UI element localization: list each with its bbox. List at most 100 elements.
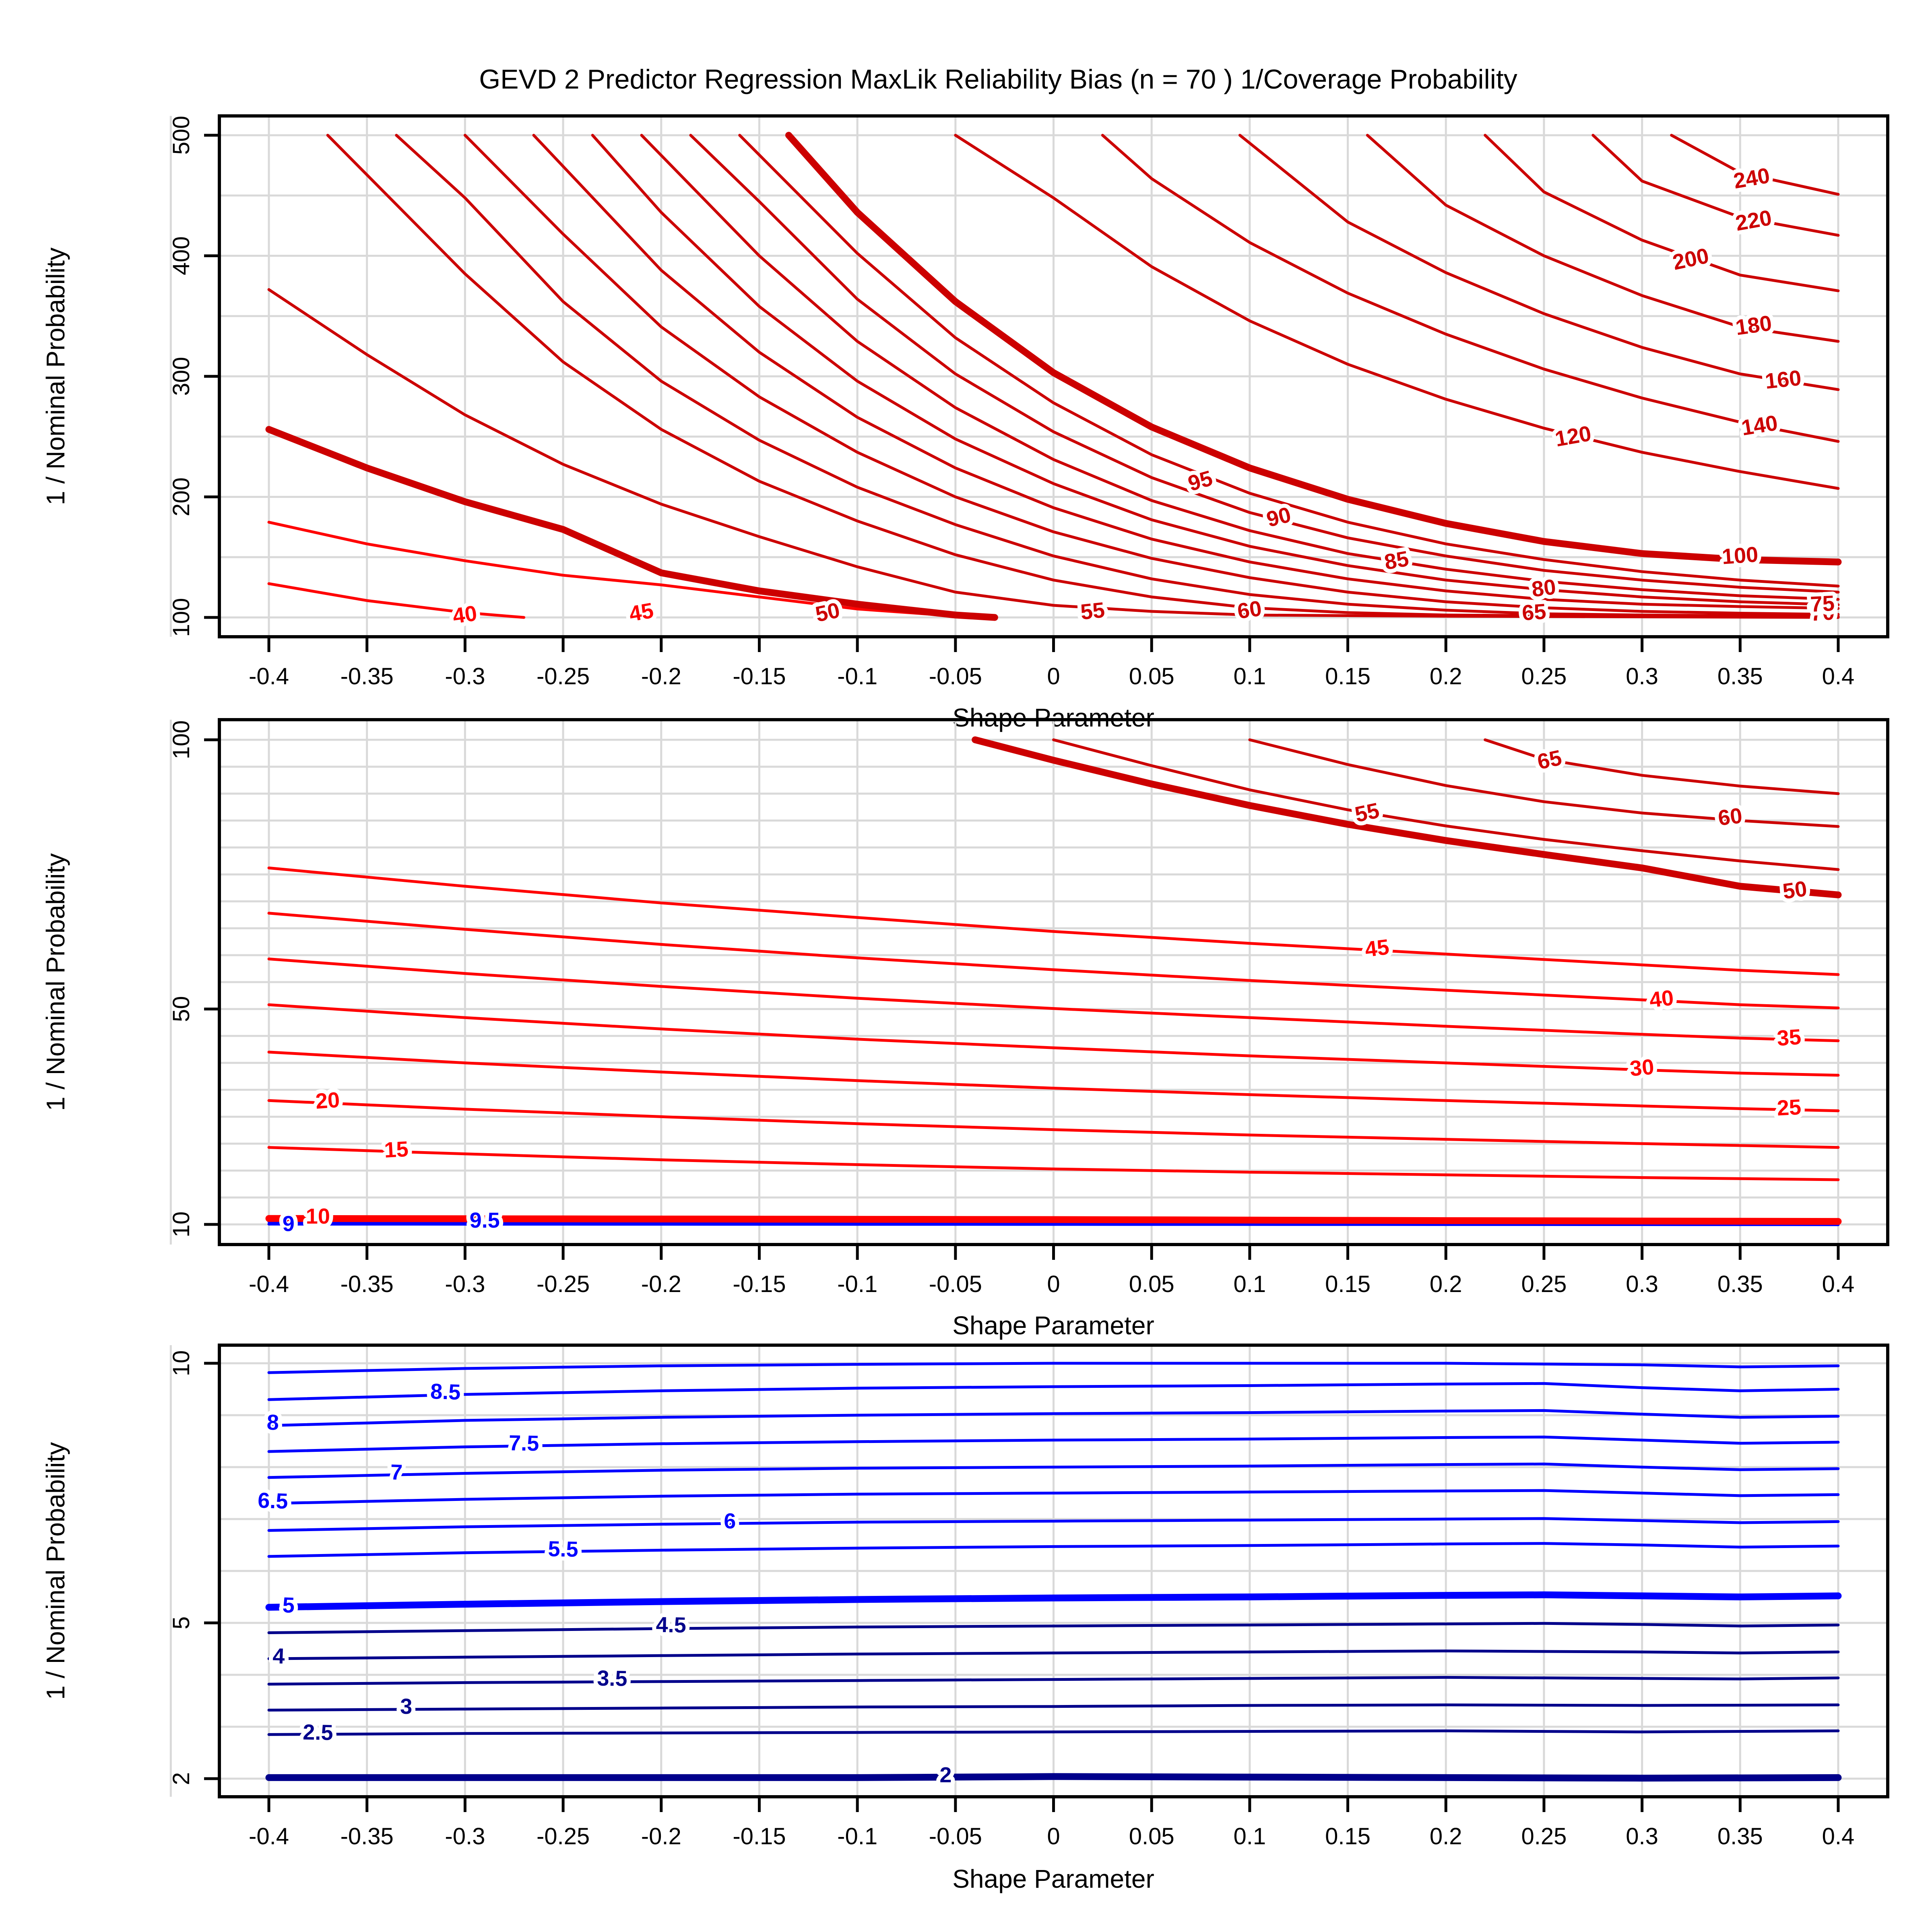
contour-label-25: 25 (1776, 1095, 1802, 1120)
contour-label-30: 30 (1629, 1055, 1655, 1081)
x-tick-label: 0.1 (1234, 1823, 1266, 1849)
y-tick-label: 10 (168, 1212, 194, 1238)
contour-label-4.5: 4.5 (656, 1613, 686, 1637)
y-tick-label: 300 (168, 357, 194, 396)
x-tick-label: 0.35 (1717, 663, 1763, 689)
y-axis: 10 50 100 (168, 720, 219, 1238)
contour-line-95 (738, 134, 1840, 588)
contour-label-40: 40 (1648, 986, 1675, 1012)
contour-label-6: 6 (724, 1509, 736, 1534)
contour-line-9 (267, 1362, 1840, 1374)
x-tick-label: 0.1 (1234, 1271, 1266, 1297)
contour-label-45: 45 (1364, 935, 1391, 962)
x-tick-label: 0.2 (1430, 1271, 1462, 1297)
x-tick-label: 0.05 (1129, 663, 1174, 689)
contour-label-8: 8 (266, 1410, 279, 1435)
y-axis-label-bottom: 1 / Nominal Probability (41, 1442, 70, 1700)
x-tick-label: 0.25 (1521, 1271, 1567, 1297)
x-tick-label: 0.3 (1626, 1823, 1658, 1849)
contour-line-2.5 (267, 1729, 1840, 1736)
x-tick-label: -0.4 (249, 663, 289, 689)
x-tick-label: -0.2 (641, 1823, 681, 1849)
x-tick-label: 0.2 (1430, 663, 1462, 689)
x-tick-label: -0.05 (929, 663, 982, 689)
contour-label-65: 65 (1521, 599, 1547, 625)
x-tick-label: -0.3 (445, 1271, 485, 1297)
contours: 2 2.5 3 3.5 4 4.5 5 5.5 6 6.5 7 7.5 8 8.5 (253, 1362, 1842, 1791)
contour-line-40 (267, 582, 526, 619)
x-tick-label: -0.2 (641, 663, 681, 689)
contour-label-7: 7 (390, 1460, 403, 1485)
contour-line-4 (267, 1649, 1840, 1660)
contour-label-85: 85 (1383, 547, 1411, 575)
x-tick-label: -0.1 (837, 1271, 877, 1297)
contour-label-10: 10 (306, 1204, 330, 1228)
x-tick-label: 0 (1047, 663, 1060, 689)
contour-line-50 (972, 736, 1842, 898)
contour-line-160 (1238, 134, 1840, 391)
contour-line-120 (954, 134, 1840, 490)
x-tick-label: 0.3 (1626, 663, 1658, 689)
x-tick-label: -0.15 (733, 1823, 786, 1849)
contour-label-60: 60 (1717, 803, 1744, 830)
contour-line-5.5 (267, 1542, 1840, 1558)
y-axis: 2 5 10 (168, 1350, 219, 1785)
contour-line-10 (265, 1215, 1842, 1225)
x-tick-label: -0.35 (341, 663, 394, 689)
x-tick-label: -0.35 (341, 1271, 394, 1297)
contour-line-55 (1052, 738, 1840, 871)
contour-line-220 (1591, 134, 1840, 237)
contour-line-6.5 (267, 1489, 1840, 1505)
x-axis: -0.4 -0.35 -0.3 -0.25 -0.2 -0.15 -0.1 -0.05 0 0.0… (249, 1245, 1854, 1297)
contour-line-85 (640, 134, 1840, 601)
contour-line-35 (267, 958, 1840, 1042)
x-tick-label: -0.3 (445, 663, 485, 689)
bottom-contour-plot: 22.533.544.555.566.577.588.5-0.4 -0.35 -0.… (168, 1344, 1889, 1849)
contour-line-40 (267, 912, 1840, 1009)
x-tick-label: -0.25 (537, 663, 590, 689)
contour-label-180: 180 (1734, 311, 1773, 340)
contour-label-2.5: 2.5 (303, 1720, 333, 1745)
contour-label-40: 40 (451, 601, 479, 628)
x-axis: -0.4 -0.35 -0.3 -0.25 -0.2 -0.15 -0.1 -0.05 0 0.0… (249, 1797, 1854, 1849)
contour-line-6 (267, 1517, 1840, 1532)
x-axis-label-middle: Shape Parameter (952, 1311, 1154, 1340)
contour-label-45: 45 (627, 599, 656, 627)
contour-line-50 (265, 426, 998, 621)
contour-label-65: 65 (1535, 745, 1564, 774)
contour-line-180 (1366, 134, 1840, 343)
x-tick-label: -0.1 (837, 1823, 877, 1849)
contour-label-15: 15 (384, 1137, 409, 1162)
contour-line-65 (395, 134, 1840, 618)
x-tick-label: 0.1 (1234, 663, 1266, 689)
x-tick-label: 0.35 (1717, 1823, 1763, 1849)
x-tick-label: 0.2 (1430, 1823, 1462, 1849)
contour-label-35: 35 (1776, 1025, 1802, 1051)
x-tick-label: -0.25 (537, 1271, 590, 1297)
y-axis: 100 200 300 400 500 (168, 116, 219, 637)
contour-label-55: 55 (1080, 598, 1106, 624)
y-tick-label: 500 (168, 116, 194, 155)
x-tick-label: 0.05 (1129, 1823, 1174, 1849)
y-tick-label: 400 (168, 236, 194, 275)
contour-line-8.5 (267, 1382, 1840, 1401)
x-tick-label: 0.25 (1521, 1823, 1567, 1849)
x-tick-label: 0.15 (1325, 663, 1371, 689)
contour-label-8.5: 8.5 (430, 1379, 461, 1405)
x-axis: -0.4 -0.35 -0.3 -0.25 -0.2 -0.15 -0.1 -0.05 0 0.0… (249, 637, 1854, 689)
x-tick-label: 0.25 (1521, 663, 1567, 689)
x-tick-label: -0.15 (733, 1271, 786, 1297)
contour-line-7 (267, 1462, 1840, 1479)
x-tick-label: 0.4 (1822, 663, 1855, 689)
contour-line-65 (1484, 738, 1840, 795)
contour-label-90: 90 (1264, 502, 1294, 532)
contour-label-3.5: 3.5 (597, 1666, 627, 1691)
contour-label-9: 9 (283, 1212, 295, 1236)
grid (169, 720, 1888, 1245)
